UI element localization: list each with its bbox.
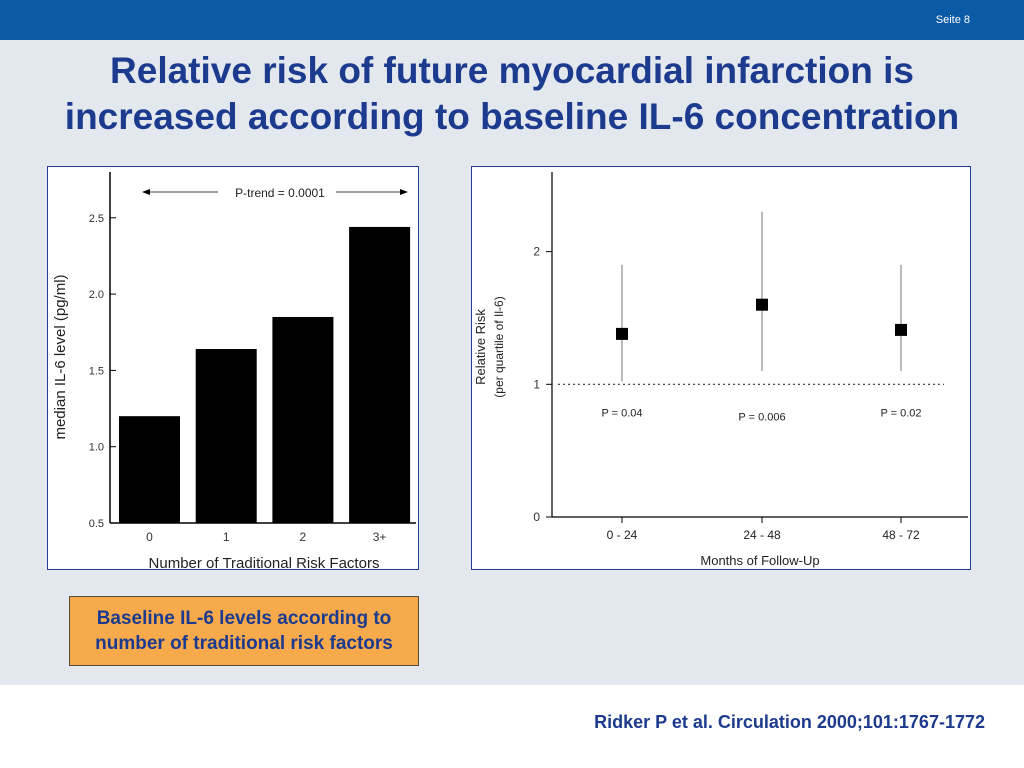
y-tick-label: 1.5	[89, 365, 104, 377]
arrowhead-left	[142, 189, 150, 195]
rr-x-axis-title: Months of Follow-Up	[700, 553, 819, 568]
y-tick-label: 2.0	[89, 289, 104, 301]
bar	[349, 226, 411, 523]
title-line-1: Relative risk of future myocardial infar…	[110, 50, 914, 91]
rr-y-axis-title-line-1: Relative Risk	[473, 309, 488, 385]
arrowhead-right	[400, 189, 408, 195]
citation: Ridker P et al. Circulation 2000;101:176…	[594, 712, 985, 732]
bar-chart: 0.5 1.0 1.5 2.0 2.5 0 1 2 3+ P-trend = 0.0001 N…	[52, 172, 416, 569]
y-tick-label: 1.0	[89, 442, 104, 454]
x-tick-label: 24 - 48	[743, 528, 781, 542]
p-value-label: P = 0.02	[880, 407, 921, 419]
x-tick-label: 1	[223, 530, 230, 544]
risk-point	[616, 327, 628, 340]
title-line-2: increased according to baseline IL-6 con…	[64, 96, 960, 137]
y-tick-label: 2	[533, 245, 540, 259]
relative-risk-chart-panel: 0 1 2 P = 0.04 0 - 24 P = 0.006 24 - 48 P = 0.…	[471, 166, 971, 570]
bar	[195, 349, 257, 523]
caption-text: Baseline IL-6 levels according to number…	[95, 608, 393, 654]
bar	[119, 416, 180, 523]
bar-chart-panel: 0.5 1.0 1.5 2.0 2.5 0 1 2 3+ P-trend = 0.0001 N…	[47, 166, 419, 570]
caption-box: Baseline IL-6 levels according to number…	[69, 596, 419, 666]
relative-risk-chart: 0 1 2 P = 0.04 0 - 24 P = 0.006 24 - 48 P = 0.…	[473, 172, 968, 568]
p-value-label: P = 0.006	[738, 411, 785, 423]
y-tick-label: 2.5	[89, 213, 104, 225]
slide-title: Relative risk of future myocardial infar…	[0, 48, 1024, 140]
y-tick-label: 0.5	[89, 518, 104, 530]
x-tick-label: 0 - 24	[607, 528, 638, 542]
y-tick-label: 0	[533, 510, 540, 524]
x-tick-label: 48 - 72	[882, 528, 920, 542]
page-number: Seite 8	[935, 14, 970, 26]
p-trend-label: P-trend = 0.0001	[235, 186, 325, 200]
y-tick-label: 1	[533, 377, 540, 391]
rr-y-axis-title-line-2: (per quartile of Il-6)	[492, 296, 506, 397]
bar-x-axis-title: Number of Traditional Risk Factors	[149, 555, 380, 569]
p-value-label: P = 0.04	[601, 407, 642, 419]
risk-point	[895, 323, 907, 336]
x-tick-label: 0	[146, 530, 153, 544]
x-tick-label: 3+	[373, 530, 387, 544]
x-tick-label: 2	[300, 530, 307, 544]
bar-y-axis-title: median IL-6 level (pg/ml)	[52, 274, 69, 439]
risk-point	[756, 298, 768, 311]
bar	[272, 316, 334, 523]
header-bar: Seite 8	[0, 0, 1024, 40]
